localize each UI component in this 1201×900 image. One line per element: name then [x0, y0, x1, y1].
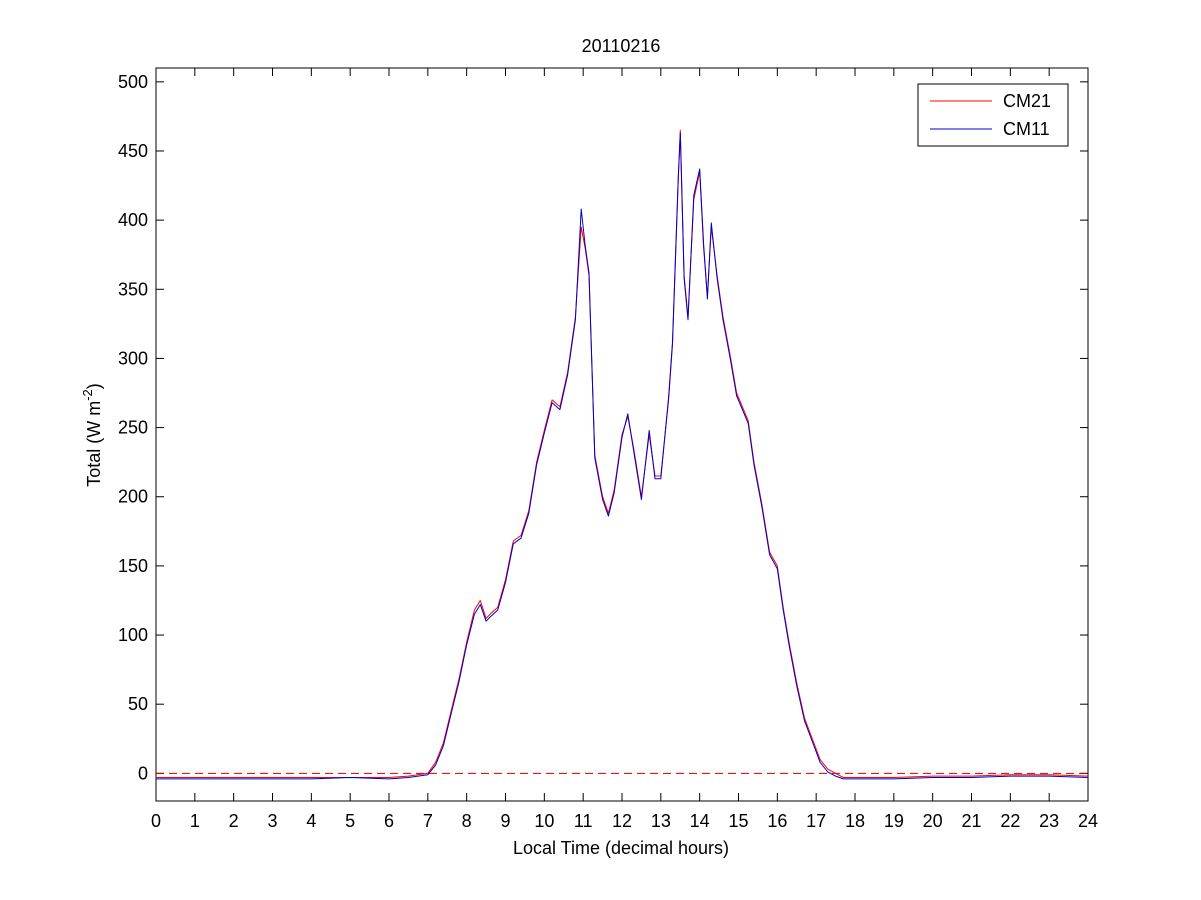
y-tick-label: 350	[118, 279, 148, 299]
x-tick-label: 5	[345, 811, 355, 831]
y-axis-ticks: 0 50 100 150 200 250 300 350 400 450 500	[118, 72, 1088, 783]
x-tick-label: 3	[267, 811, 277, 831]
x-tick-label: 14	[690, 811, 710, 831]
y-axis-label-superscript: -2	[80, 389, 95, 401]
x-tick-label: 17	[806, 811, 826, 831]
x-tick-label: 0	[151, 811, 161, 831]
x-tick-label: 9	[500, 811, 510, 831]
y-tick-label: 300	[118, 348, 148, 368]
y-axis-label: Total (W m-2)	[80, 383, 104, 487]
x-tick-label: 18	[845, 811, 865, 831]
x-tick-label: 2	[229, 811, 239, 831]
series-lines	[156, 129, 1089, 780]
x-tick-label: 23	[1039, 811, 1059, 831]
x-tick-label: 24	[1078, 811, 1098, 831]
x-tick-label: 21	[961, 811, 981, 831]
x-tick-label: 20	[923, 811, 943, 831]
series-line-cm11	[156, 132, 1089, 780]
x-tick-label: 19	[884, 811, 904, 831]
x-tick-label: 16	[767, 811, 787, 831]
legend-label-cm11: CM11	[1003, 119, 1050, 139]
x-tick-label: 11	[574, 811, 593, 831]
y-tick-label: 500	[118, 72, 148, 92]
y-tick-label: 400	[118, 210, 148, 230]
chart-title: 20110216	[582, 36, 661, 56]
x-tick-label: 8	[462, 811, 472, 831]
x-axis-ticks: 0 1 2 3 4 5 6 7 8 9 10 11 12 13 14 15 16 17 18 19 20 21 22 23 24	[151, 68, 1098, 831]
y-tick-label: 450	[118, 141, 148, 161]
x-tick-label: 4	[306, 811, 316, 831]
y-axis-label-close: )	[84, 383, 104, 389]
y-tick-label: 50	[128, 694, 148, 714]
y-tick-label: 0	[138, 763, 148, 783]
x-tick-label: 15	[728, 811, 748, 831]
y-tick-label: 200	[118, 487, 148, 507]
y-tick-label: 100	[118, 625, 148, 645]
x-tick-label: 10	[534, 811, 554, 831]
x-tick-label: 12	[612, 811, 632, 831]
x-tick-label: 6	[384, 811, 394, 831]
x-tick-label: 1	[190, 811, 200, 831]
legend-label-cm21: CM21	[1003, 91, 1051, 111]
x-tick-label: 7	[423, 811, 433, 831]
x-axis-label: Local Time (decimal hours)	[513, 838, 729, 858]
y-tick-label: 150	[118, 556, 148, 576]
y-tick-label: 250	[118, 418, 148, 438]
x-tick-label: 13	[651, 811, 671, 831]
y-axis-label-main: Total (W m	[84, 401, 104, 487]
x-tick-label: 22	[1000, 811, 1020, 831]
legend: CM21 CM11	[917, 83, 1069, 147]
legend-box	[917, 83, 1069, 147]
